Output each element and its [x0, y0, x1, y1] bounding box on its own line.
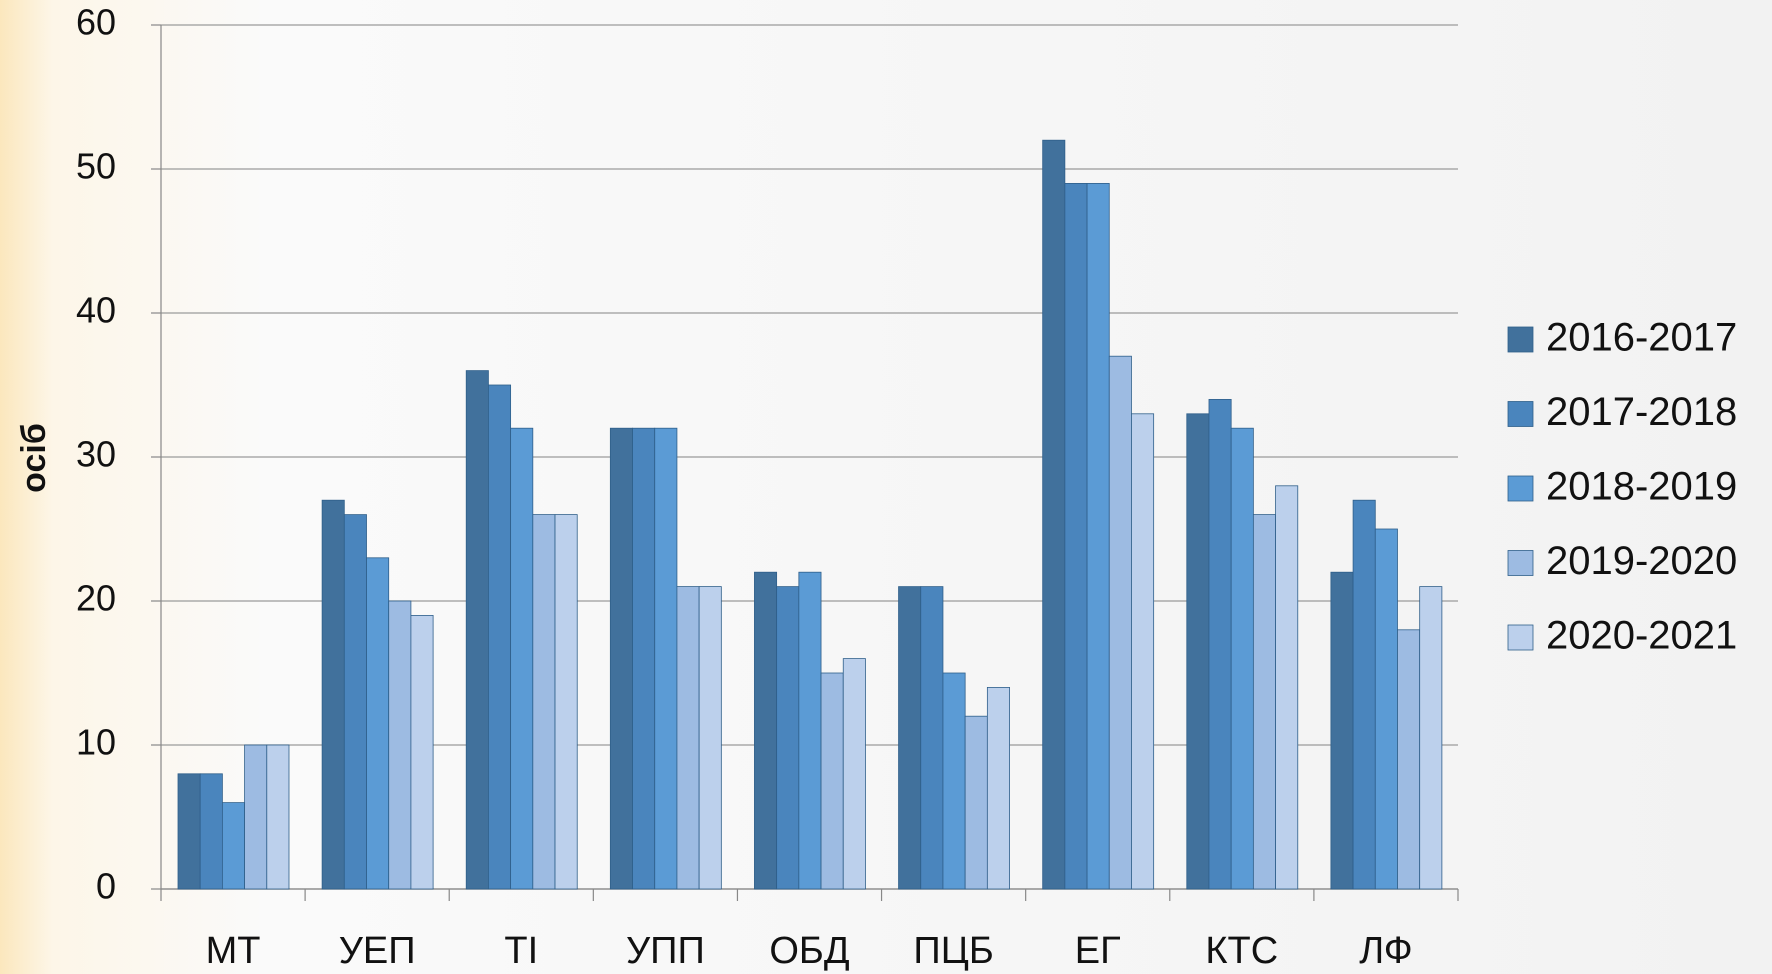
bar	[1419, 586, 1443, 890]
bar	[1131, 413, 1155, 890]
legend-label: 2016-2017	[1546, 316, 1737, 360]
legend-swatch	[1507, 475, 1534, 502]
bar	[1086, 182, 1110, 890]
bar	[1186, 413, 1210, 890]
y-tick-label: 40	[76, 290, 116, 331]
legend-swatch	[1507, 624, 1534, 651]
bar	[1330, 571, 1354, 890]
bar	[1230, 427, 1254, 890]
bar	[609, 427, 633, 890]
legend-label: 2018-2019	[1546, 465, 1737, 509]
legend-swatch	[1507, 401, 1534, 427]
bar	[321, 499, 345, 890]
bar	[244, 744, 268, 890]
bar	[632, 427, 656, 890]
bar	[532, 514, 556, 890]
x-tick-label: УПП	[626, 930, 705, 972]
y-tick-label: 0	[96, 866, 116, 907]
bar	[177, 773, 201, 890]
bar	[920, 586, 944, 890]
x-tick-label: УЕП	[339, 930, 416, 972]
bar	[388, 600, 412, 890]
y-tick-label: 60	[76, 2, 116, 43]
x-tick-label: ЛФ	[1359, 930, 1412, 972]
bar	[820, 672, 844, 890]
x-tick-label: КТС	[1205, 930, 1278, 972]
bar	[554, 514, 578, 890]
bar	[964, 715, 988, 890]
bar	[1397, 629, 1421, 890]
bar	[698, 586, 722, 890]
bar	[1352, 499, 1376, 890]
bar	[221, 802, 245, 890]
x-tick-label: ЕГ	[1075, 930, 1121, 972]
bar	[1064, 182, 1088, 890]
legend-label: 2020-2021	[1546, 614, 1737, 658]
bar	[798, 571, 822, 890]
bar	[1108, 355, 1132, 890]
y-tick-label: 50	[76, 146, 116, 187]
bar	[654, 427, 678, 890]
bar	[465, 370, 489, 890]
bar	[942, 672, 966, 890]
bar	[199, 773, 223, 890]
bar	[266, 744, 290, 890]
y-tick-label: 20	[76, 578, 116, 619]
legend-label: 2017-2018	[1546, 390, 1737, 434]
bar	[898, 586, 922, 890]
x-tick-label: ОБД	[769, 930, 849, 972]
x-tick-label: МТ	[206, 930, 261, 972]
bar	[1374, 528, 1398, 890]
bar	[776, 586, 800, 890]
y-tick-label: 10	[76, 722, 116, 763]
bar	[366, 557, 390, 890]
bar	[754, 571, 778, 890]
legend-label: 2019-2020	[1546, 539, 1737, 583]
bar	[510, 427, 534, 890]
legend-swatch	[1507, 326, 1534, 353]
bar	[986, 687, 1010, 890]
bar	[410, 615, 434, 890]
bar	[343, 514, 367, 890]
legend-swatch	[1507, 550, 1534, 576]
bar	[1042, 139, 1066, 890]
bar	[1208, 398, 1232, 890]
x-tick-label: ТІ	[504, 930, 538, 972]
bar	[842, 658, 866, 890]
y-axis-title: осіб	[15, 423, 53, 493]
y-tick-label: 30	[76, 434, 116, 475]
x-tick-label: ПЦБ	[913, 930, 993, 972]
bar	[1275, 485, 1299, 890]
bar	[488, 384, 512, 890]
bar	[1252, 514, 1276, 890]
bar	[676, 586, 700, 890]
